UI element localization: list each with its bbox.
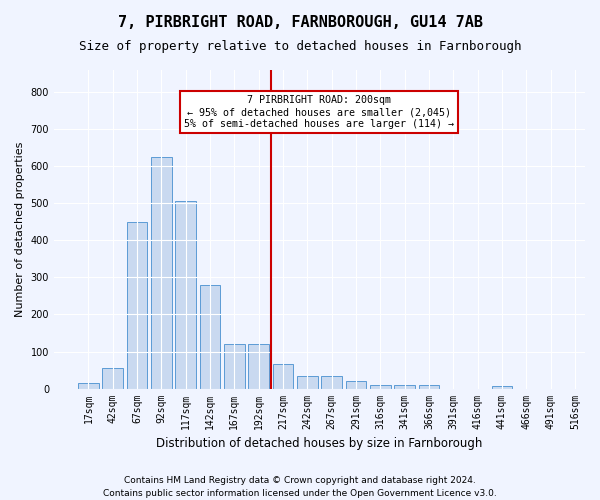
Bar xyxy=(151,157,172,388)
Bar xyxy=(394,385,415,388)
Bar xyxy=(491,386,512,388)
Bar xyxy=(248,344,269,389)
Bar xyxy=(78,383,99,388)
Text: Contains HM Land Registry data © Crown copyright and database right 2024.: Contains HM Land Registry data © Crown c… xyxy=(124,476,476,485)
Bar xyxy=(175,202,196,388)
Bar xyxy=(200,285,220,389)
Text: 7, PIRBRIGHT ROAD, FARNBOROUGH, GU14 7AB: 7, PIRBRIGHT ROAD, FARNBOROUGH, GU14 7AB xyxy=(118,15,482,30)
Y-axis label: Number of detached properties: Number of detached properties xyxy=(15,142,25,317)
Text: Size of property relative to detached houses in Farnborough: Size of property relative to detached ho… xyxy=(79,40,521,53)
Bar xyxy=(103,368,123,388)
X-axis label: Distribution of detached houses by size in Farnborough: Distribution of detached houses by size … xyxy=(156,437,482,450)
Bar xyxy=(297,376,317,388)
Bar xyxy=(346,381,366,388)
Bar xyxy=(419,385,439,388)
Bar xyxy=(272,364,293,388)
Bar xyxy=(370,385,391,388)
Bar xyxy=(224,344,245,389)
Bar xyxy=(127,222,148,388)
Text: Contains public sector information licensed under the Open Government Licence v3: Contains public sector information licen… xyxy=(103,488,497,498)
Bar xyxy=(321,376,342,388)
Text: 7 PIRBRIGHT ROAD: 200sqm
← 95% of detached houses are smaller (2,045)
5% of semi: 7 PIRBRIGHT ROAD: 200sqm ← 95% of detach… xyxy=(184,96,454,128)
